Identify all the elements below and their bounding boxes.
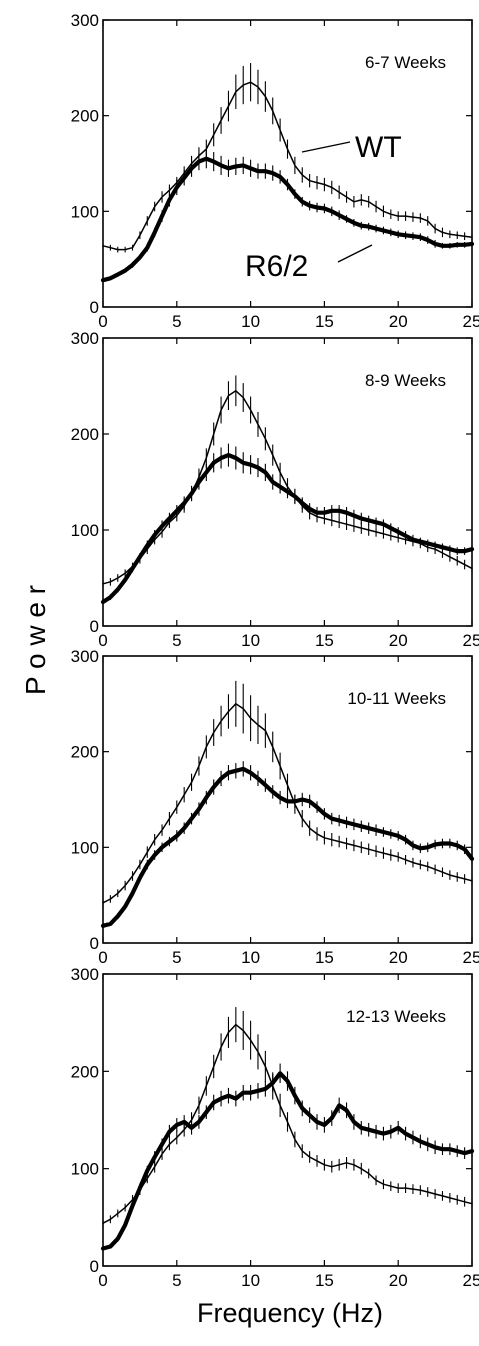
x-tick-label: 10 [241,312,260,331]
series-wt [102,680,473,907]
panel-title: 6-7 Weeks [365,53,446,72]
x-tick-label: 15 [315,631,334,650]
x-tick-label: 25 [463,948,479,967]
panel-title: 8-9 Weeks [365,371,446,390]
chart-panel-3: 0 5 10 15 20 25 0 100 200 300 10-11 Weeks [71,647,479,967]
series-line [100,453,475,605]
y-tick-label: 300 [71,11,99,30]
plot-frame [102,973,473,1267]
series-wt [102,63,473,253]
y-tick-label: 0 [90,934,99,953]
y-tick-label: 0 [90,1257,99,1276]
x-tick-label: 0 [98,948,107,967]
x-tick-label: 10 [241,1271,260,1290]
annotation-label: WT [355,131,402,164]
x-tick-label: 15 [315,312,334,331]
x-tick-label: 0 [98,1271,107,1290]
y-tick-label: 300 [71,647,99,666]
plot-frame [102,655,473,944]
chart-panel-2: 0 5 10 15 20 25 0 100 200 300 8-9 Weeks [71,329,479,650]
x-tick-label: 25 [463,1271,479,1290]
x-tick-label: 20 [389,948,408,967]
plot-frame [102,19,473,308]
chart-panel-4: 0 5 10 15 20 25 0 100 200 300 12-13 Weeks [71,965,479,1290]
annotation-label: R6/2 [245,250,308,283]
x-tick-label: 10 [241,631,260,650]
annotation-leader-line [337,244,373,263]
x-tick-label: 25 [463,312,479,331]
x-tick-label: 5 [172,1271,181,1290]
x-tick-label: 15 [315,1271,334,1290]
y-tick-label: 300 [71,965,99,984]
x-axis-label: Frequency (Hz) [197,1298,383,1328]
series-r6-2 [100,149,475,283]
x-tick-label: 0 [98,312,107,331]
y-tick-label: 200 [71,743,99,762]
y-tick-label: 300 [71,329,99,348]
x-tick-label: 20 [389,1271,408,1290]
y-tick-label: 100 [71,202,99,221]
x-tick-label: 5 [172,631,181,650]
series-wt [102,375,473,588]
x-tick-label: 25 [463,631,479,650]
y-tick-label: 200 [71,1062,99,1081]
panel-title: 12-13 Weeks [346,1007,446,1026]
x-tick-label: 5 [172,312,181,331]
series-wt [102,1007,473,1228]
x-tick-label: 0 [98,631,107,650]
y-axis-label: P o w e r [20,585,51,695]
y-tick-label: 0 [90,617,99,636]
x-tick-label: 20 [389,312,408,331]
chart-panel-1: 0 5 10 15 20 25 0 100 200 300 6-7 Weeks WT R6/2 [71,11,479,331]
y-tick-label: 200 [71,425,99,444]
y-tick-label: 100 [71,521,99,540]
x-tick-label: 5 [172,948,181,967]
series-r6-2 [100,761,475,928]
plot-frame [102,337,473,627]
x-tick-label: 15 [315,948,334,967]
y-tick-label: 100 [71,838,99,857]
y-tick-label: 0 [90,298,99,317]
y-tick-label: 200 [71,107,99,126]
series-r6-2 [100,1063,475,1251]
panel-title: 10-11 Weeks [347,689,446,708]
y-tick-label: 100 [71,1160,99,1179]
annotation-leader-line [301,141,351,153]
series-r6-2 [100,443,475,605]
x-tick-label: 20 [389,631,408,650]
x-tick-label: 10 [241,948,260,967]
